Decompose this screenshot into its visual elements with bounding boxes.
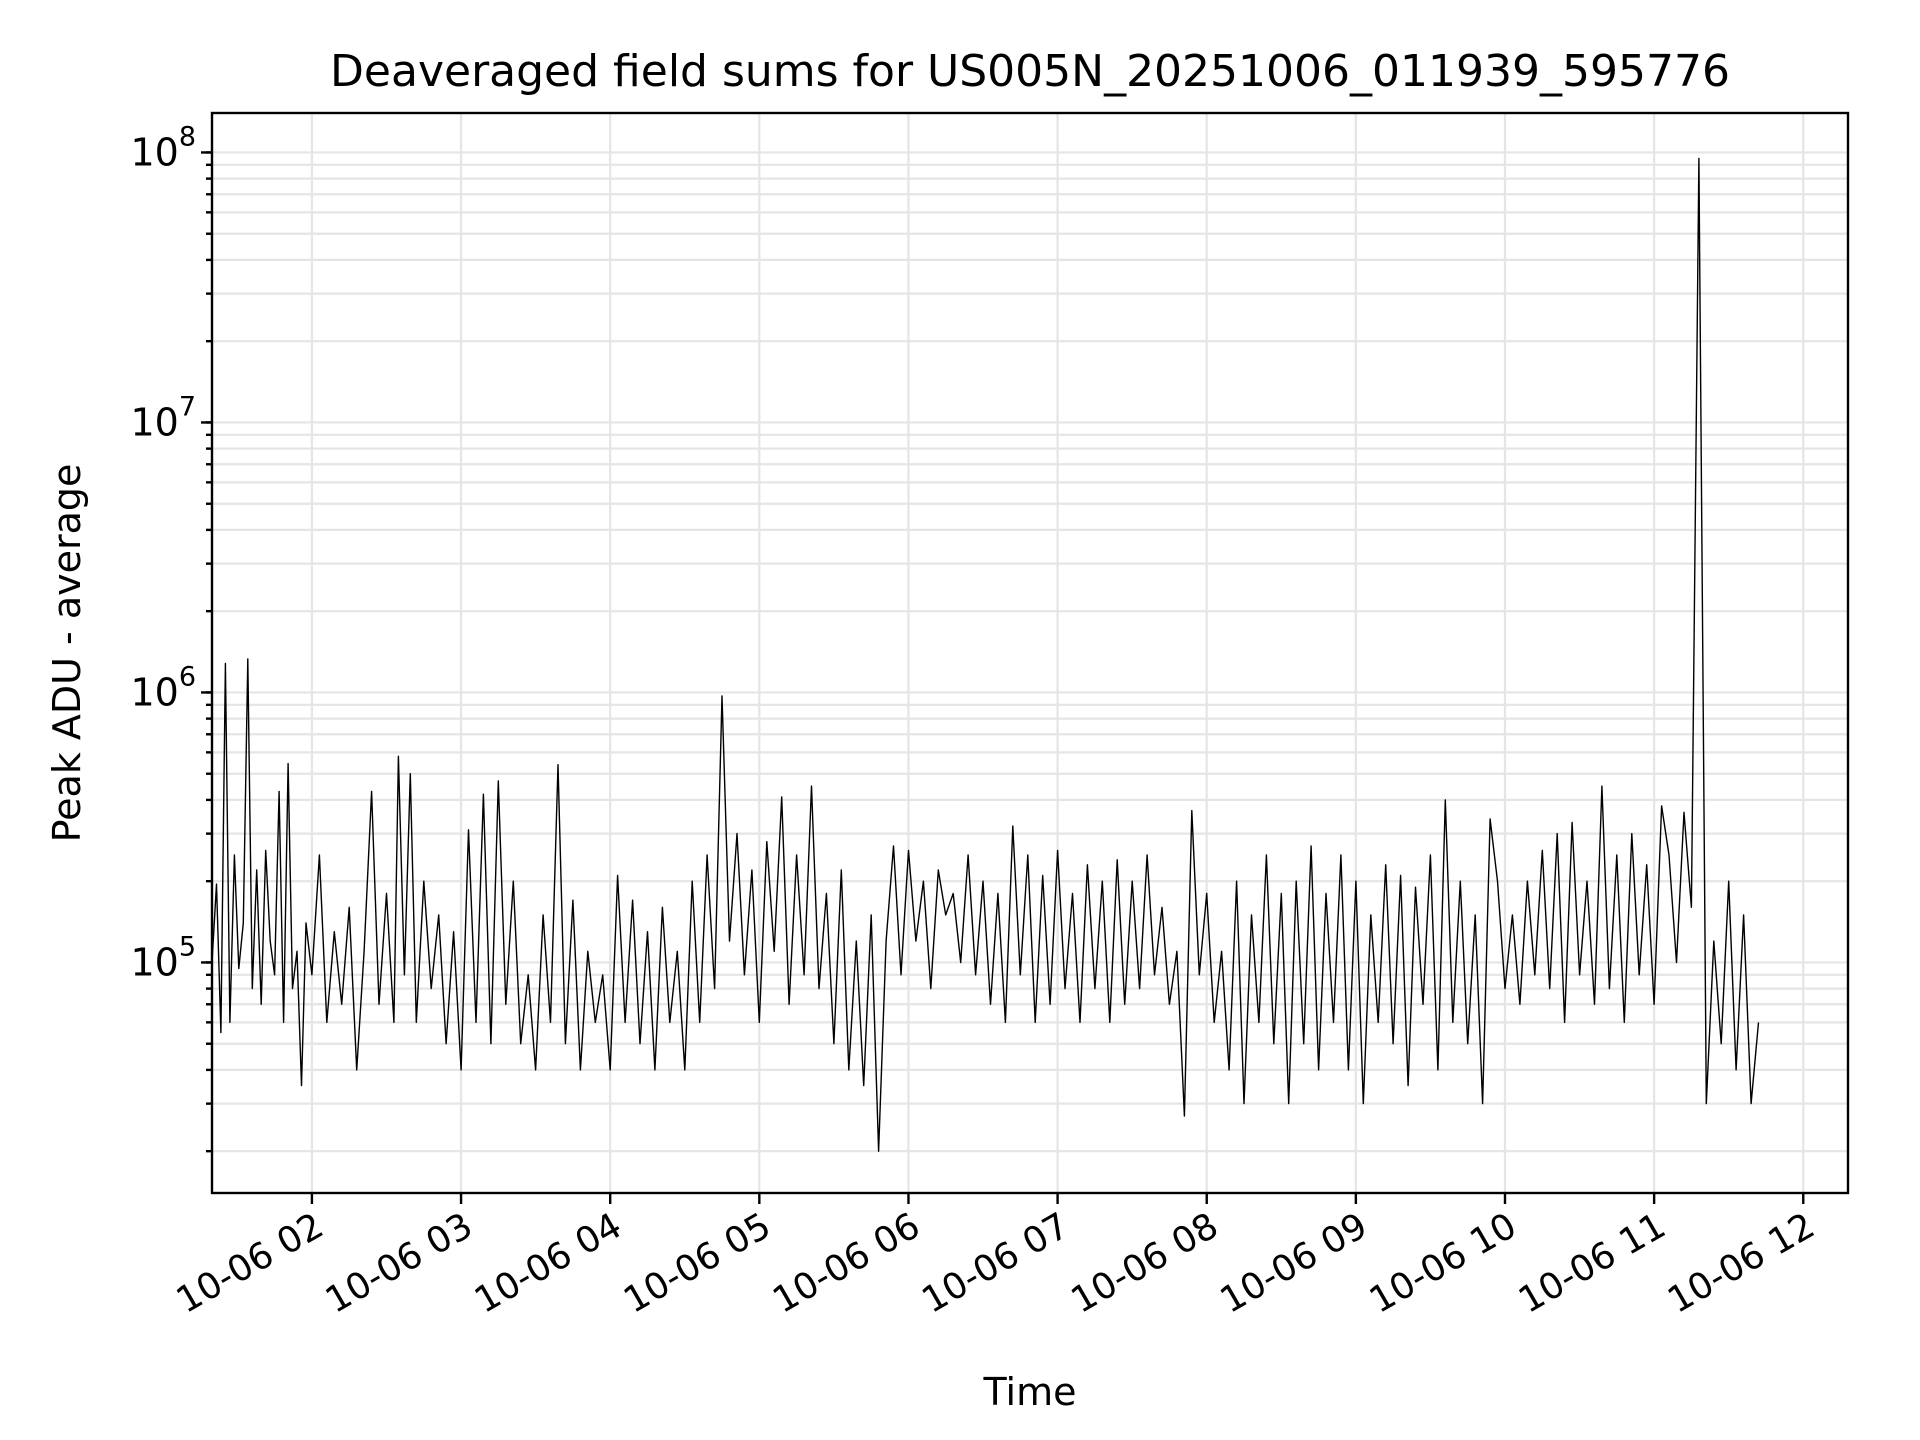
chart-title: Deaveraged field sums for US005N_2025100…: [330, 46, 1730, 97]
y-tick-label: 105: [130, 931, 196, 984]
y-tick-exponent: 8: [179, 121, 196, 152]
y-tick-label: 106: [130, 661, 196, 714]
y-tick-label: 107: [130, 391, 196, 444]
y-tick-label: 108: [130, 121, 196, 174]
y-tick-base: 10: [130, 670, 178, 714]
grid: [212, 113, 1848, 1193]
y-tick-exponent: 6: [179, 661, 196, 692]
plot-frame: [210, 111, 1850, 1195]
y-tick-exponent: 5: [179, 931, 196, 962]
y-tick-base: 10: [130, 130, 178, 174]
x-axis-label: Time: [983, 1370, 1077, 1414]
y-tick-base: 10: [130, 940, 178, 984]
y-tick-exponent: 7: [179, 391, 196, 422]
series-line: [211, 157, 1760, 1152]
y-tick-base: 10: [130, 400, 178, 444]
y-axis-label: Peak ADU - average: [45, 464, 89, 843]
